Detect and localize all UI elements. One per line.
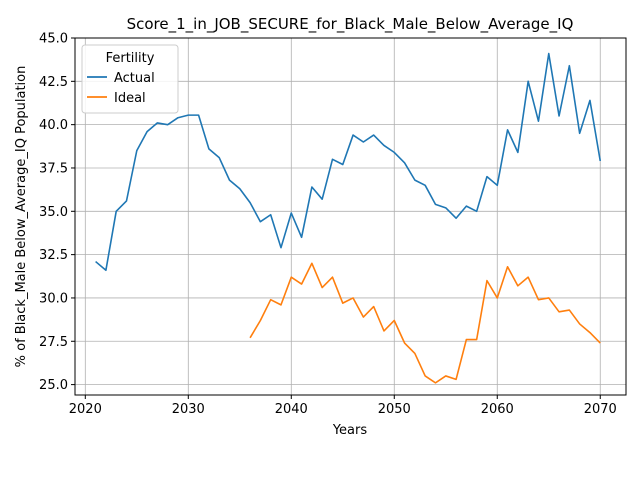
legend-label-ideal: Ideal [114, 91, 146, 106]
y-tick-label: 35.0 [39, 205, 68, 220]
y-axis-ticks: 25.0 27.5 30.0 32.5 35.0 37.5 40.0 42.5 45.0 [39, 32, 75, 393]
x-tick-label: 2040 [275, 402, 308, 417]
x-tick-label: 2050 [378, 402, 411, 417]
series-line-actual [95, 52, 602, 272]
y-tick-label: 27.5 [39, 335, 68, 350]
x-tick-label: 2030 [172, 402, 205, 417]
plot-frame [74, 37, 627, 396]
x-tick-label: 2060 [481, 402, 514, 417]
legend-label-actual: Actual [114, 71, 155, 86]
y-tick-label: 30.0 [39, 291, 68, 306]
legend-title: Fertility [106, 51, 155, 66]
x-axis-label: Years [332, 423, 368, 438]
chart-title: Score_1_in_JOB_SECURE_for_Black_Male_Bel… [127, 15, 574, 34]
x-tick-label: 2020 [69, 402, 102, 417]
x-axis-ticks: 2020 2030 2040 2050 2060 2070 [69, 395, 617, 417]
y-axis-label: % of Black_Male Below_Average_IQ Populat… [14, 66, 29, 368]
x-tick-label: 2070 [584, 402, 617, 417]
series-line-ideal [249, 262, 601, 384]
legend: Fertility Actual Ideal [81, 44, 179, 114]
legend-box [81, 44, 179, 114]
y-tick-label: 42.5 [39, 75, 68, 90]
y-tick-label: 37.5 [39, 161, 68, 176]
series-lines [95, 52, 602, 384]
y-tick-label: 25.0 [39, 378, 68, 393]
y-tick-label: 32.5 [39, 248, 68, 263]
y-tick-label: 40.0 [39, 118, 68, 133]
y-tick-label: 45.0 [39, 32, 68, 47]
